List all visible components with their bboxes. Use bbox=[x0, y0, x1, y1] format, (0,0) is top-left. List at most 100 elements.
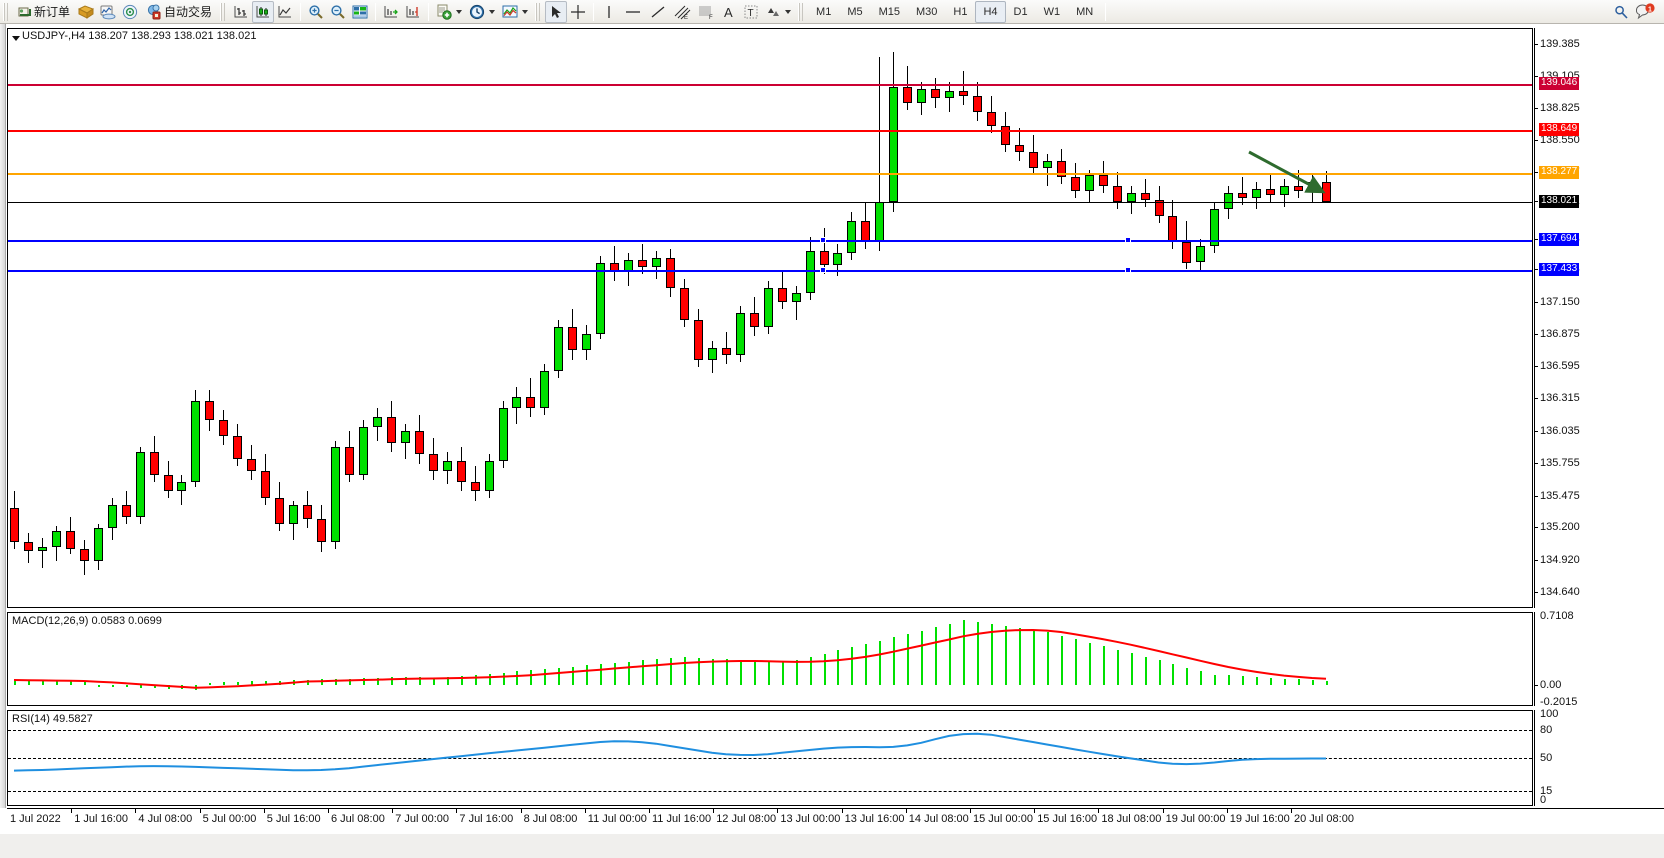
auto-scroll-button[interactable] bbox=[380, 1, 402, 23]
toolbar-separator-3 bbox=[428, 2, 430, 21]
time-tick bbox=[777, 809, 779, 813]
period-dropdown-caret[interactable] bbox=[489, 9, 496, 14]
macd-histogram-bar bbox=[474, 674, 477, 685]
level-line-resistance[interactable] bbox=[8, 83, 1532, 86]
cursor-button[interactable] bbox=[545, 0, 568, 23]
level-anchor-handle[interactable] bbox=[1125, 267, 1131, 274]
toolbar-grip-2[interactable] bbox=[220, 2, 228, 21]
candle-body bbox=[833, 253, 843, 265]
candle-body bbox=[568, 327, 578, 351]
level-line-current-price[interactable] bbox=[8, 202, 1532, 204]
candle-body bbox=[945, 91, 955, 99]
profile-icon bbox=[78, 4, 95, 20]
time-axis-label: 4 Jul 08:00 bbox=[138, 813, 193, 825]
level-anchor-handle[interactable] bbox=[820, 237, 826, 244]
level-anchor-handle[interactable] bbox=[820, 267, 826, 274]
shapes-button[interactable] bbox=[762, 1, 784, 23]
level-line-support[interactable] bbox=[8, 240, 1532, 243]
toolbar-grip[interactable] bbox=[3, 2, 10, 21]
price-level-tag-pivot[interactable]: 138.277 bbox=[1539, 165, 1580, 179]
auto-trading-label: 自动交易 bbox=[164, 5, 213, 19]
level-line-resistance[interactable] bbox=[8, 129, 1532, 132]
crosshair-button[interactable] bbox=[567, 1, 589, 23]
macd-histogram-bar bbox=[628, 661, 631, 685]
navigator-button[interactable] bbox=[119, 1, 141, 23]
level-line-support[interactable] bbox=[8, 270, 1532, 273]
down-trend-arrow[interactable] bbox=[8, 29, 1534, 609]
timeframe-w1[interactable]: W1 bbox=[1036, 1, 1069, 23]
candle-body bbox=[289, 505, 299, 524]
price-axis[interactable]: 139.385139.105138.825138.550138.277138.0… bbox=[1534, 28, 1654, 608]
toolbar-separator-4 bbox=[593, 2, 595, 21]
rsi-level-80 bbox=[8, 729, 1532, 731]
zoom-in-button[interactable] bbox=[305, 1, 327, 23]
price-level-tag-resistance[interactable]: 138.649 bbox=[1539, 122, 1580, 136]
candle-body bbox=[1154, 200, 1164, 217]
toolbar-separator bbox=[300, 2, 302, 21]
time-axis[interactable]: 1 Jul 2022 1 Jul 16:00 4 Jul 08:00 5 Jul 00… bbox=[7, 808, 1664, 834]
price-tick-label: 135.200 bbox=[1540, 521, 1580, 534]
templates-dropdown-caret[interactable] bbox=[522, 9, 529, 14]
macd-histogram-bar bbox=[614, 662, 617, 685]
macd-axis[interactable]: 0.7108 0.00 -0.2015 bbox=[1534, 610, 1654, 708]
macd-histogram-bar bbox=[460, 676, 463, 685]
macd-histogram-bar bbox=[558, 667, 561, 685]
price-level-tag-support[interactable]: 137.433 bbox=[1539, 263, 1580, 277]
horizontal-line-button[interactable] bbox=[620, 1, 646, 23]
candle-body bbox=[693, 320, 703, 360]
line-chart-button[interactable] bbox=[274, 1, 296, 23]
price-level-tag-support[interactable]: 137.694 bbox=[1539, 233, 1580, 247]
vertical-line-button[interactable] bbox=[598, 1, 620, 23]
market-watch-button[interactable] bbox=[97, 1, 119, 23]
timeframe-m1[interactable]: M1 bbox=[808, 1, 839, 23]
text-label-button[interactable]: T bbox=[740, 1, 762, 23]
equidistant-channel-button[interactable]: E bbox=[670, 1, 694, 23]
timeframe-m5[interactable]: M5 bbox=[839, 1, 870, 23]
indicators-button[interactable] bbox=[433, 1, 455, 23]
candlestick-chart-button[interactable] bbox=[252, 0, 275, 23]
timeframe-m15[interactable]: M15 bbox=[871, 1, 908, 23]
rsi-axis[interactable]: 100 80 50 15 0 bbox=[1534, 708, 1654, 806]
chart-scroll-grip[interactable] bbox=[0, 24, 6, 808]
chart-menu-caret-icon[interactable] bbox=[12, 36, 20, 41]
period-button[interactable] bbox=[466, 1, 488, 23]
price-pane[interactable]: USDJPY-,H4 138.207 138.293 138.021 138.0… bbox=[7, 28, 1533, 608]
timeframe-d1[interactable]: D1 bbox=[1006, 1, 1036, 23]
text-button[interactable]: A bbox=[718, 1, 740, 23]
timeframe-mn[interactable]: MN bbox=[1068, 1, 1101, 23]
level-line-pivot[interactable] bbox=[8, 172, 1532, 175]
candle-body bbox=[763, 287, 773, 328]
level-anchor-handle[interactable] bbox=[1125, 237, 1131, 244]
macd-pane[interactable]: MACD(12,26,9) 0.0583 0.0699 bbox=[7, 612, 1533, 706]
timeframe-h1[interactable]: H1 bbox=[945, 1, 975, 23]
bar-chart-button[interactable] bbox=[230, 1, 252, 23]
candle-body bbox=[1098, 174, 1108, 187]
toolbar-grip-3[interactable] bbox=[535, 2, 543, 21]
data-window-button[interactable] bbox=[349, 1, 371, 23]
rsi-pane[interactable]: RSI(14) 49.5827 bbox=[7, 710, 1533, 806]
shapes-dropdown-caret[interactable] bbox=[785, 9, 792, 14]
time-tick bbox=[1098, 809, 1100, 813]
chart-shift-button[interactable] bbox=[402, 1, 424, 23]
search-button[interactable] bbox=[1610, 1, 1632, 23]
time-axis-label: 13 Jul 16:00 bbox=[844, 813, 905, 825]
macd-histogram-bar bbox=[237, 681, 240, 685]
templates-button[interactable] bbox=[499, 1, 521, 23]
alerts-button[interactable]: 1 bbox=[1632, 1, 1658, 23]
chart-plot-area[interactable]: USDJPY-,H4 138.207 138.293 138.021 138.0… bbox=[7, 24, 1664, 834]
zoom-out-button[interactable] bbox=[327, 1, 349, 23]
trend-line-button[interactable] bbox=[646, 1, 670, 23]
fibonacci-button[interactable]: F bbox=[694, 1, 718, 23]
auto-trading-button[interactable]: 自动交易 bbox=[141, 1, 217, 23]
macd-histogram-bar bbox=[1032, 630, 1035, 685]
indicators-dropdown-caret[interactable] bbox=[456, 9, 463, 14]
candle-wick bbox=[1270, 174, 1272, 203]
new-order-button[interactable]: 新订单 bbox=[13, 1, 75, 23]
profile-button[interactable] bbox=[75, 1, 97, 23]
toolbar-grip-4[interactable] bbox=[798, 2, 806, 21]
timeframe-h4[interactable]: H4 bbox=[975, 0, 1006, 23]
price-level-tag-current-price[interactable]: 138.021 bbox=[1539, 195, 1580, 209]
time-axis-label: 5 Jul 16:00 bbox=[266, 813, 321, 825]
price-level-tag-resistance[interactable]: 139.046 bbox=[1539, 76, 1580, 90]
timeframe-m30[interactable]: M30 bbox=[908, 1, 945, 23]
